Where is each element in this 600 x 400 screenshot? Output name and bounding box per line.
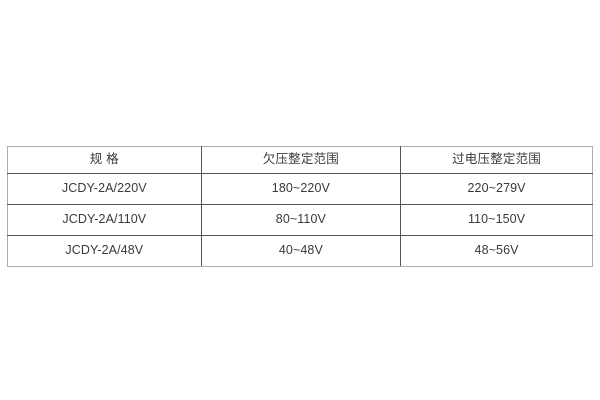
- table-row: JCDY-2A/110V 80~110V 110~150V: [7, 204, 593, 236]
- cell-model: JCDY-2A/48V: [7, 235, 202, 267]
- cell-undervoltage-value: 180~220V: [271, 181, 330, 196]
- table-row: JCDY-2A/220V 180~220V 220~279V: [7, 173, 593, 205]
- table-body: JCDY-2A/220V 180~220V 220~279V JCDY-2A/1…: [7, 173, 593, 267]
- cell-overvoltage: 110~150V: [400, 204, 593, 236]
- table-header-row: 规 格 欠压整定范围 过电压整定范围: [7, 146, 593, 174]
- cell-undervoltage: 180~220V: [200, 173, 402, 205]
- cell-undervoltage: 80~110V: [200, 204, 402, 236]
- cell-model-value: JCDY-2A/220V: [61, 181, 147, 196]
- cell-overvoltage: 220~279V: [400, 173, 593, 205]
- column-header-undervoltage-label: 欠压整定范围: [262, 152, 339, 167]
- column-header-model-label: 规 格: [89, 152, 119, 167]
- cell-model: JCDY-2A/220V: [7, 173, 202, 205]
- column-header-undervoltage: 欠压整定范围: [200, 146, 402, 174]
- column-header-overvoltage: 过电压整定范围: [400, 146, 593, 174]
- cell-overvoltage-value: 220~279V: [467, 181, 526, 196]
- cell-undervoltage: 40~48V: [200, 235, 402, 267]
- column-header-model: 规 格: [7, 146, 202, 174]
- cell-model-value: JCDY-2A/110V: [62, 212, 147, 227]
- column-header-overvoltage-label: 过电压整定范围: [452, 152, 541, 167]
- table-header: 规 格 欠压整定范围 过电压整定范围: [7, 146, 593, 174]
- cell-overvoltage-value: 48~56V: [474, 243, 519, 258]
- cell-overvoltage: 48~56V: [400, 235, 593, 267]
- spec-table-container: 规 格 欠压整定范围 过电压整定范围 JCDY-2A/220V: [7, 146, 593, 267]
- cell-undervoltage-value: 80~110V: [275, 212, 326, 227]
- relay-voltage-specification-table: 规 格 欠压整定范围 过电压整定范围 JCDY-2A/220V: [7, 146, 593, 267]
- cell-undervoltage-value: 40~48V: [278, 243, 323, 258]
- cell-model: JCDY-2A/110V: [7, 204, 202, 236]
- cell-model-value: JCDY-2A/48V: [65, 243, 144, 258]
- table-row: JCDY-2A/48V 40~48V 48~56V: [7, 235, 593, 267]
- cell-overvoltage-value: 110~150V: [467, 212, 526, 227]
